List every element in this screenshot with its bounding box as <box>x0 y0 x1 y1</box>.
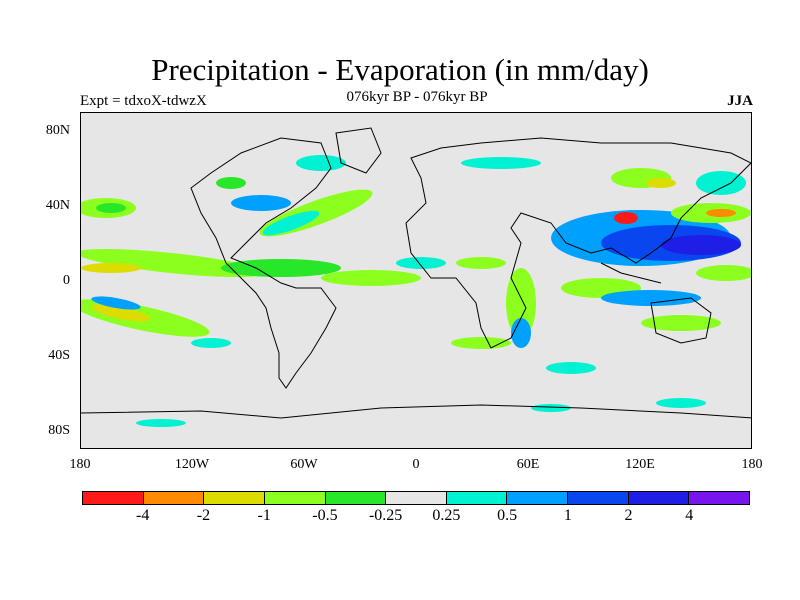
colorbar-label: 0.5 <box>497 507 518 524</box>
colorbar-swatch <box>264 492 326 504</box>
plot-subtitle: 076kyr BP - 076kyr BP <box>346 89 488 105</box>
y-tick-label: 80S <box>48 423 70 438</box>
colorbar-swatch <box>325 492 387 504</box>
colorbar-label: 0.25 <box>432 507 461 524</box>
colorbar-swatch <box>83 492 144 504</box>
colorbar-swatch <box>143 492 205 504</box>
anomaly-fields <box>81 155 751 427</box>
x-tick-label: 120W <box>174 457 210 472</box>
plot-title: Precipitation - Evaporation (in mm/day) <box>151 52 649 87</box>
colorbar-swatch <box>446 492 508 504</box>
x-tick-label: 0 <box>412 457 420 472</box>
experiment-label: Expt = tdxoX-tdwzX <box>80 93 207 109</box>
colorbar-swatch <box>689 492 750 504</box>
x-tick-label: 180 <box>741 457 763 472</box>
y-tick-label: 40N <box>45 198 70 213</box>
y-tick-label: 0 <box>63 273 70 288</box>
colorbar-label: 1 <box>563 507 572 524</box>
y-tick-label: 40S <box>48 348 70 363</box>
map-panel <box>80 112 752 449</box>
colorbar-label: -2 <box>196 507 211 524</box>
x-tick-label: 60W <box>290 457 318 472</box>
x-tick-label: 60E <box>516 457 540 472</box>
colorbar-swatch <box>386 492 447 504</box>
season-label: JJA <box>727 93 753 109</box>
colorbar-label: -0.25 <box>368 507 403 524</box>
y-tick-label: 80N <box>45 123 70 138</box>
colorbar-swatch <box>204 492 265 504</box>
colorbar-swatch <box>568 492 629 504</box>
colorbar-swatch <box>628 492 690 504</box>
colorbar-label: 4 <box>685 507 694 524</box>
coastlines <box>81 127 751 419</box>
colorbar-label: -4 <box>136 507 150 524</box>
x-tick-label: 120E <box>625 457 655 472</box>
x-tick-label: 180 <box>69 457 91 472</box>
map-graphic <box>81 127 751 427</box>
colorbar-label: -0.5 <box>312 507 338 524</box>
colorbar-label: 2 <box>624 507 633 524</box>
colorbar-swatch <box>507 492 569 504</box>
colorbar <box>82 491 750 505</box>
colorbar-label: -1 <box>257 507 271 524</box>
